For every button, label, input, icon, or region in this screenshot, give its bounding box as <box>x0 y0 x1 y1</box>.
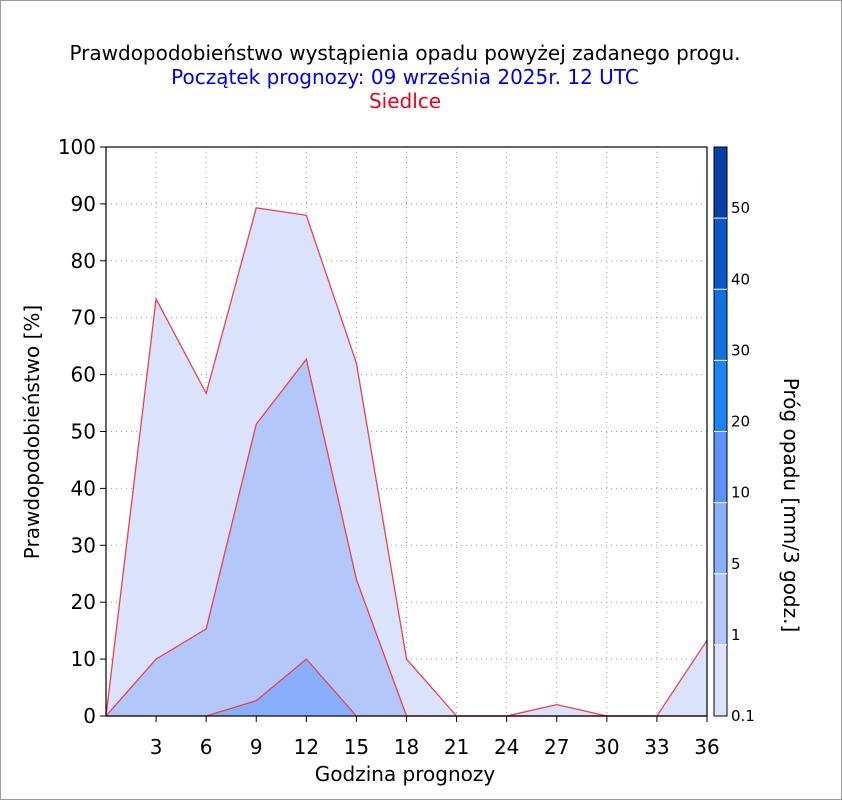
x-tick-label: 24 <box>494 735 519 759</box>
x-tick-label: 18 <box>394 735 419 759</box>
x-tick-label: 27 <box>544 735 569 759</box>
x-tick-label: 33 <box>644 735 669 759</box>
y-tick-label: 50 <box>71 420 96 444</box>
colorbar-segment <box>714 289 727 361</box>
chart-location: Siedlce <box>369 89 441 113</box>
colorbar-tick-label: 30 <box>731 341 750 359</box>
x-axis-label: Godzina prognozy <box>315 762 496 786</box>
colorbar-segment <box>714 431 727 503</box>
y-tick-label: 70 <box>71 306 96 330</box>
colorbar-tick-label: 0.1 <box>731 707 755 725</box>
y-tick-label: 100 <box>58 135 96 159</box>
y-axis-label: Prawdopodobieństwo [%] <box>20 305 44 559</box>
x-tick-label: 21 <box>444 735 469 759</box>
colorbar-tick-label: 40 <box>731 270 750 288</box>
y-tick-label: 20 <box>71 590 96 614</box>
colorbar-tick-label: 1 <box>731 626 741 644</box>
colorbar-segment <box>714 573 727 645</box>
y-axis: 0 10 20 30 40 50 60 70 80 90 100 <box>58 135 106 728</box>
x-tick-label: 3 <box>150 735 163 759</box>
y-tick-label: 10 <box>71 647 96 671</box>
y-tick-label: 80 <box>71 249 96 273</box>
colorbar-tick-label: 10 <box>731 484 750 502</box>
x-tick-label: 36 <box>694 735 719 759</box>
y-tick-label: 0 <box>83 704 96 728</box>
x-axis: 3 6 9 12 15 18 21 24 27 30 33 36 <box>150 716 720 759</box>
area-threshold-1 <box>106 359 707 716</box>
x-tick-label: 6 <box>200 735 213 759</box>
y-tick-label: 30 <box>71 533 96 557</box>
x-tick-label: 30 <box>594 735 619 759</box>
y-tick-label: 90 <box>71 192 96 216</box>
x-tick-label: 12 <box>294 735 319 759</box>
y-tick-label: 60 <box>71 363 96 387</box>
y-tick-label: 40 <box>71 476 96 500</box>
chart-subtitle: Początek prognozy: 09 września 2025r. 12… <box>171 65 639 89</box>
colorbar-segment <box>714 644 727 716</box>
colorbar-segment <box>714 502 727 574</box>
colorbar-tick-label: 20 <box>731 413 750 431</box>
x-tick-label: 9 <box>250 735 263 759</box>
colorbar: 0.1 1 5 10 20 30 40 50 <box>713 146 755 725</box>
area-threshold-5 <box>106 659 707 716</box>
x-tick-label: 15 <box>344 735 369 759</box>
colorbar-segment <box>714 360 727 432</box>
colorbar-tick-label: 50 <box>731 199 750 217</box>
colorbar-segment <box>714 218 727 290</box>
colorbar-tick-label: 5 <box>731 555 741 573</box>
chart-title: Prawdopodobieństwo wystąpienia opadu pow… <box>69 41 740 65</box>
area-series <box>106 207 707 716</box>
colorbar-segment <box>714 147 727 219</box>
colorbar-label: Próg opadu [mm/3 godz.] <box>779 378 803 633</box>
